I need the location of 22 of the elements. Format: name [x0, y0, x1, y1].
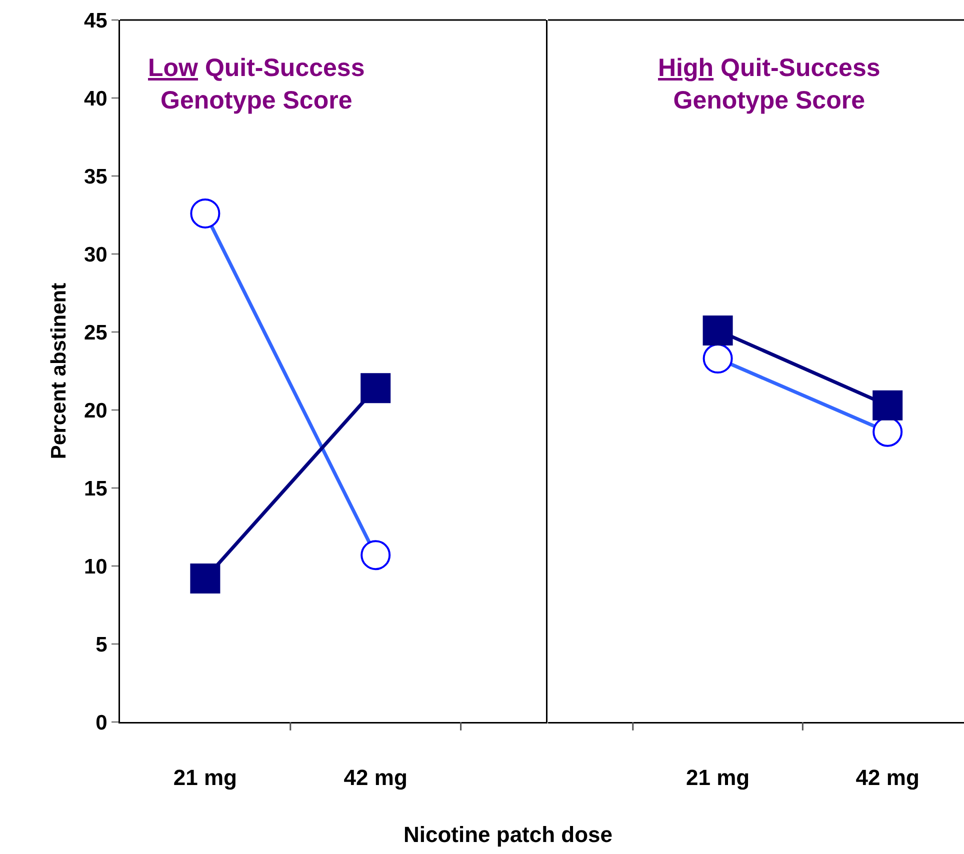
- y-tick-label: 45: [84, 9, 108, 32]
- y-tick-label: 0: [96, 711, 108, 734]
- point: [872, 390, 903, 420]
- x-tick-label: 42 mg: [856, 764, 920, 790]
- y-tick-label: 5: [96, 633, 108, 656]
- point: [702, 315, 733, 346]
- y-tick-label: 40: [84, 87, 108, 110]
- y-tick-label: 35: [84, 165, 108, 188]
- y-axis-title: Percent abstinent: [47, 282, 70, 460]
- x-axis-title: Nicotine patch dose: [403, 822, 613, 848]
- y-tick-label: 15: [84, 477, 108, 500]
- x-tick-label: 21 mg: [173, 764, 237, 790]
- point: [190, 563, 220, 594]
- x-tick-label: 42 mg: [344, 764, 408, 790]
- y-tick-label: 25: [84, 321, 108, 344]
- y-tick-label: 30: [84, 243, 108, 266]
- point: [360, 373, 391, 404]
- text: Low Quit-Success Genotype Score: [148, 54, 365, 114]
- y-tick-label: 20: [84, 399, 108, 422]
- y-tick-label: 10: [84, 555, 108, 578]
- text: High Quit-Success Genotype Score: [658, 54, 880, 114]
- x-tick-label: 21 mg: [686, 764, 750, 790]
